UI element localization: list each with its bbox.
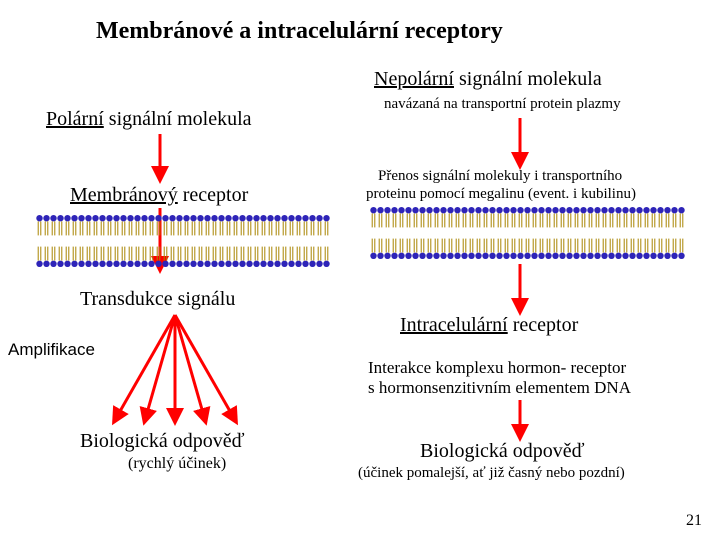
- nonpolar-sub-label: navázaná na transportní protein plazmy: [384, 96, 621, 113]
- transduction-label: Transdukce signálu: [80, 288, 235, 311]
- membrane-receptor-label: Membránový receptor: [70, 184, 248, 207]
- membrane-right: [370, 206, 690, 260]
- arrows-layer: [0, 0, 720, 540]
- membrane-left: [36, 214, 336, 268]
- bio-response-right-sub: (účinek pomalejší, ať již časný nebo poz…: [358, 465, 625, 482]
- transfer-line1: Přenos signální molekuly i transportního: [378, 168, 622, 185]
- interaction-line1: Interakce komplexu hormon- receptor: [368, 358, 626, 378]
- interaction-line2: s hormonsenzitivním elementem DNA: [368, 378, 631, 398]
- polar-molecule-label: Polární signální molekula: [46, 108, 252, 131]
- bio-response-left-sub: (rychlý účinek): [128, 455, 226, 473]
- page-number: 21: [686, 512, 702, 530]
- page-title: Membránové a intracelulární receptory: [96, 18, 503, 45]
- transfer-line2: proteinu pomocí megalinu (event. i kubil…: [366, 186, 636, 203]
- bio-response-left-label: Biologická odpověď: [80, 430, 245, 453]
- nonpolar-molecule-label: Nepolární signální molekula: [374, 68, 602, 91]
- intracellular-receptor-label: Intracelulární receptor: [400, 314, 578, 337]
- amplification-label: Amplifikace: [8, 340, 95, 360]
- bio-response-right-label: Biologická odpověď: [420, 440, 585, 463]
